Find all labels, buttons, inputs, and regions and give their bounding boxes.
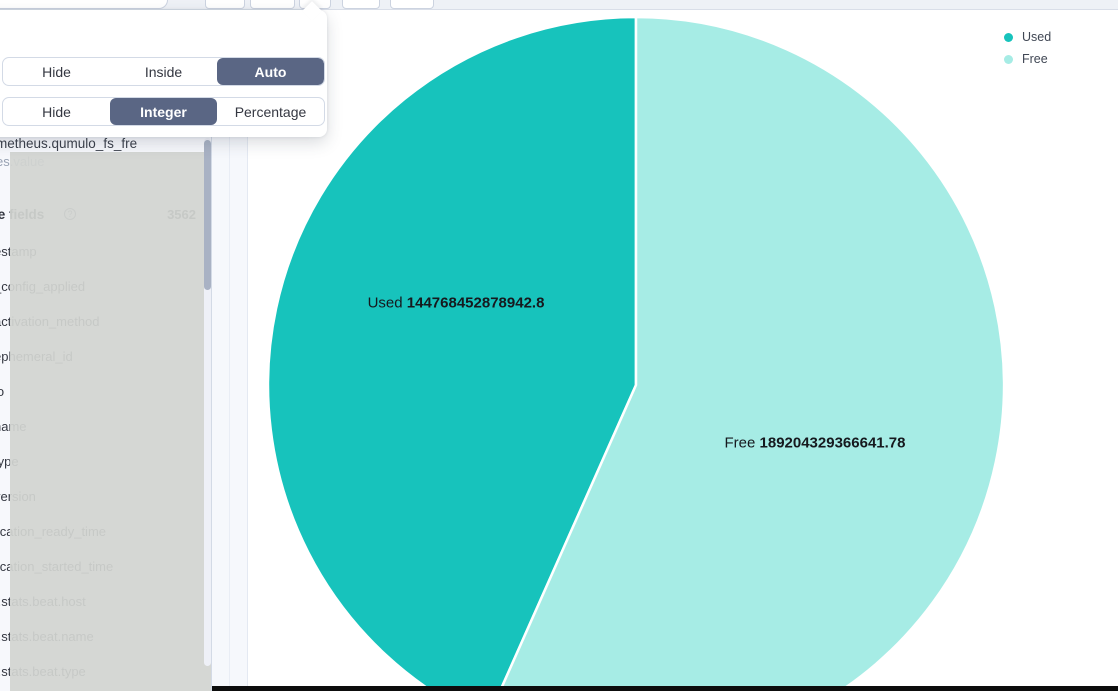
legend-label: Used bbox=[1022, 30, 1052, 44]
label-position-button-group: Hide Inside Auto bbox=[2, 57, 325, 86]
grey-redaction-overlay bbox=[10, 152, 211, 691]
value-format-percentage-button[interactable]: Percentage bbox=[217, 98, 324, 125]
toolbar-button[interactable] bbox=[390, 0, 434, 9]
pie-slice-label-used: Used 144768452878942.8 bbox=[367, 294, 545, 312]
value-format-hide-button[interactable]: Hide bbox=[3, 98, 110, 125]
label-position-hide-button[interactable]: Hide bbox=[3, 58, 110, 85]
pie-slice-free[interactable] bbox=[487, 15, 1006, 686]
top-toolbar bbox=[0, 0, 1118, 10]
sidebar-scrollbar[interactable] bbox=[204, 138, 211, 666]
toolbar-button[interactable] bbox=[205, 0, 245, 9]
field-item: io bbox=[0, 383, 204, 418]
legend-dot-free bbox=[1004, 54, 1013, 64]
toolbar-button[interactable] bbox=[342, 0, 380, 9]
label-position-inside-button[interactable]: Inside bbox=[110, 58, 217, 85]
pie-chart bbox=[266, 15, 1006, 686]
labels-settings-popover: Hide Inside Auto Hide Integer Percentage bbox=[0, 1, 327, 137]
pie-slice-label-free: Free 189204329366641.78 bbox=[724, 434, 906, 452]
pie-slice-used[interactable] bbox=[266, 15, 638, 686]
panel-gutter-divider bbox=[229, 10, 230, 686]
chart-legend: Used Free bbox=[1004, 26, 1051, 70]
query-input[interactable] bbox=[0, 0, 168, 9]
legend-dot-used bbox=[1004, 32, 1013, 42]
legend-item-free[interactable]: Free bbox=[1004, 48, 1051, 70]
sidebar-scrollbar-thumb[interactable] bbox=[204, 140, 211, 290]
bottom-bar bbox=[212, 686, 1118, 691]
toolbar-button[interactable] bbox=[250, 0, 295, 9]
label-position-auto-button[interactable]: Auto bbox=[217, 58, 324, 85]
value-format-button-group: Hide Integer Percentage bbox=[2, 97, 325, 126]
selected-field-name: metheus.qumulo_fs_fre bbox=[0, 136, 138, 151]
value-format-integer-button[interactable]: Integer bbox=[110, 98, 217, 125]
legend-label: Free bbox=[1022, 52, 1048, 66]
pie-chart-panel: Used 144768452878942.8 Free 189204329366… bbox=[248, 10, 1118, 686]
legend-item-used[interactable]: Used bbox=[1004, 26, 1051, 48]
